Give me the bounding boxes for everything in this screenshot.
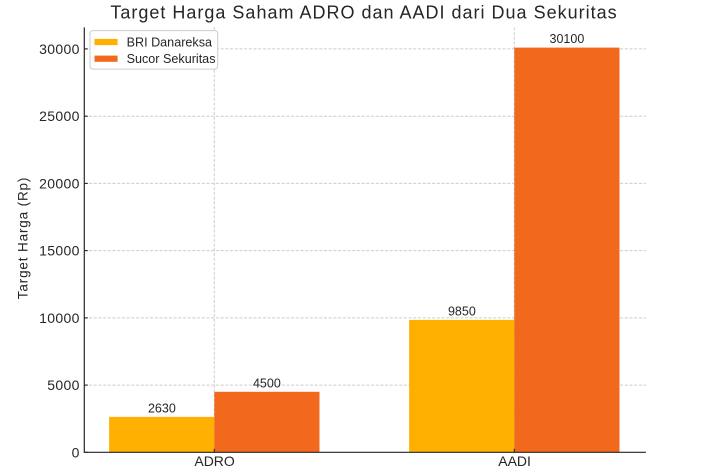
- svg-text:ADRO: ADRO: [194, 453, 235, 469]
- svg-text:10000: 10000: [39, 310, 80, 326]
- svg-text:2630: 2630: [148, 402, 176, 416]
- svg-text:0: 0: [72, 444, 80, 460]
- svg-text:Target Harga Saham ADRO dan AA: Target Harga Saham ADRO dan AADI dari Du…: [110, 2, 617, 22]
- svg-text:9850: 9850: [448, 305, 476, 319]
- svg-text:30100: 30100: [550, 32, 585, 46]
- svg-text:20000: 20000: [39, 175, 80, 191]
- svg-text:BRI Danareksa: BRI Danareksa: [127, 36, 212, 50]
- svg-text:Sucor Sekuritas: Sucor Sekuritas: [127, 52, 216, 66]
- svg-text:Target Harga (Rp): Target Harga (Rp): [16, 177, 31, 299]
- svg-text:AADI: AADI: [498, 453, 531, 469]
- svg-text:4500: 4500: [253, 377, 281, 391]
- svg-text:30000: 30000: [39, 41, 80, 57]
- svg-text:25000: 25000: [39, 108, 80, 124]
- svg-text:5000: 5000: [47, 377, 80, 393]
- svg-text:15000: 15000: [39, 243, 80, 259]
